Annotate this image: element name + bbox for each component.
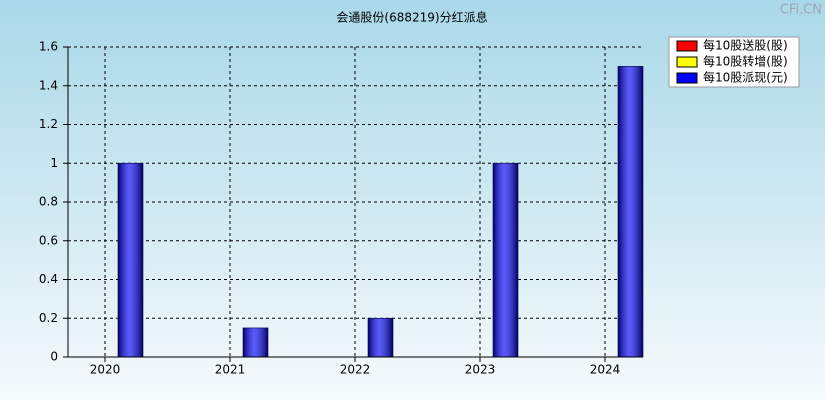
y-tick-label: 0.6 [39,233,58,247]
bar-shade [367,317,394,358]
y-tick-label: 0.4 [39,272,58,286]
legend-swatch [676,56,698,68]
x-tick-label: 2020 [90,363,121,377]
y-tick-label: 1.4 [39,78,58,92]
bar-shade [242,327,269,358]
legend-label: 每10股转增(股) [703,54,788,69]
x-tick-label: 2024 [590,363,621,377]
legend-swatch [676,72,698,84]
watermark: CFi.CN [780,3,822,18]
x-tick-label: 2022 [340,363,371,377]
legend-label: 每10股送股(股) [703,38,788,53]
y-tick-label: 0 [50,350,58,364]
x-tick-label: 2023 [465,363,496,377]
legend-swatch [676,40,698,52]
y-tick-label: 1 [50,156,58,170]
y-tick-label: 1.6 [39,40,58,54]
chart-title: 会通股份(688219)分红派息 [336,10,487,25]
bar-shade [617,66,644,358]
y-tick-label: 1.2 [39,117,58,131]
bar-shade [117,162,144,358]
y-tick-label: 0.2 [39,311,58,325]
x-tick-label: 2021 [215,363,246,377]
legend-label: 每10股派现(元) [703,70,788,85]
y-tick-label: 0.8 [39,195,58,209]
bar-shade [492,162,519,358]
